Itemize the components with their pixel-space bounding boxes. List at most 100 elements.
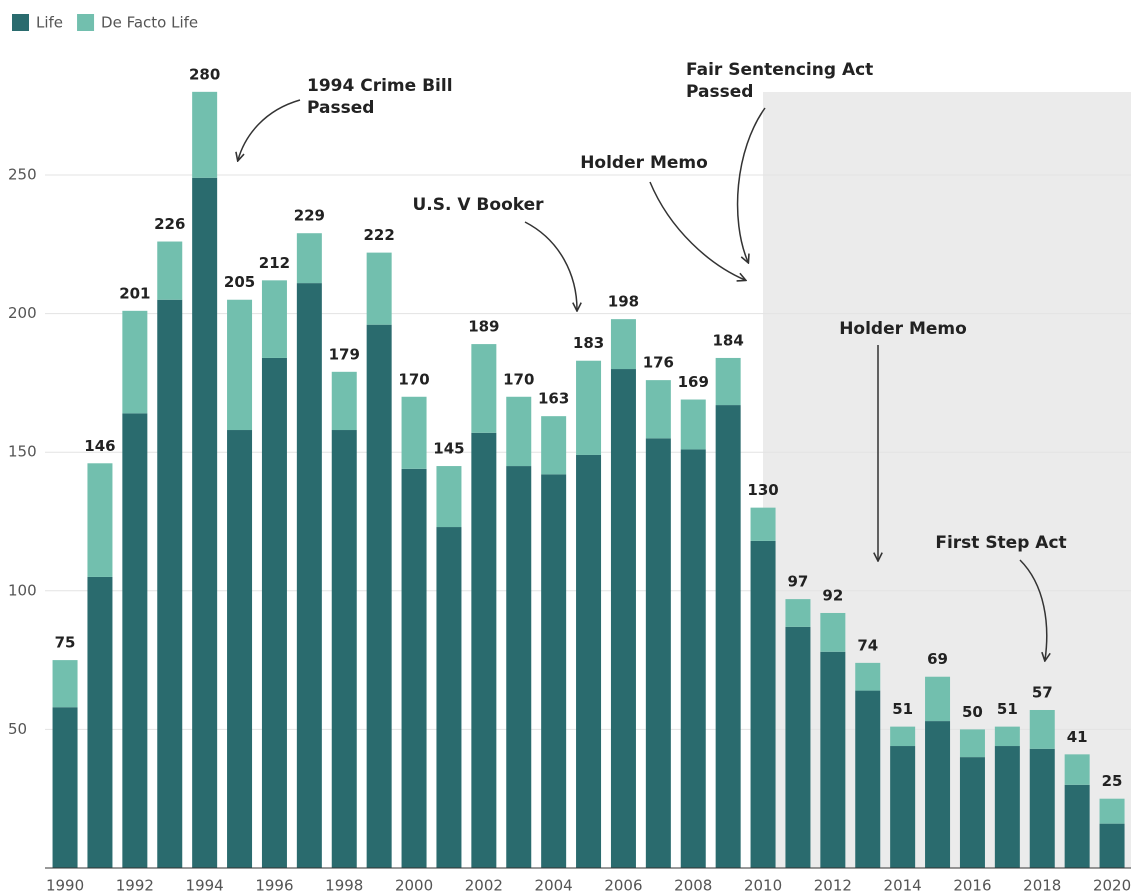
bar-segment — [1064, 754, 1090, 785]
bar-segment — [1029, 748, 1055, 868]
bar-segment — [541, 416, 567, 475]
data-label: 163 — [538, 390, 569, 408]
bar-segment — [750, 507, 776, 541]
y-tick-label: 100 — [8, 581, 37, 599]
bar-segment — [366, 252, 392, 325]
bar-segment — [1099, 823, 1125, 868]
data-label: 74 — [857, 636, 878, 654]
data-label: 222 — [363, 226, 394, 244]
x-tick-label: 2006 — [604, 877, 642, 894]
annotation: First Step Act — [935, 533, 1066, 553]
bar-segment — [576, 454, 602, 868]
bar-segment — [959, 757, 985, 868]
data-label: 179 — [329, 345, 360, 363]
bar-segment — [785, 599, 811, 627]
data-label: 170 — [503, 370, 534, 388]
bar-segment — [471, 344, 497, 433]
data-label: 226 — [154, 215, 185, 233]
data-label: 183 — [573, 334, 604, 352]
x-tick-label: 1996 — [255, 877, 293, 894]
y-tick-label: 50 — [8, 720, 27, 738]
bar-segment — [52, 707, 78, 868]
data-label: 69 — [927, 650, 948, 668]
bar-segment — [157, 299, 183, 868]
bar-segment — [331, 430, 357, 868]
bar-segment — [680, 449, 706, 868]
bar-segment — [401, 396, 427, 469]
x-tick-label: 2020 — [1093, 877, 1131, 894]
bar-segment — [1029, 709, 1055, 749]
x-tick-label: 1990 — [46, 877, 84, 894]
annotation: Holder Memo — [839, 319, 967, 339]
y-tick-label: 150 — [8, 443, 37, 461]
data-label: 212 — [259, 254, 290, 272]
x-tick-label: 2000 — [395, 877, 433, 894]
annotation-arrow — [736, 107, 766, 262]
data-label: 184 — [712, 331, 743, 349]
data-label: 280 — [189, 65, 220, 83]
x-tick-label: 2004 — [535, 877, 573, 894]
bar-segment — [645, 380, 671, 439]
bar-segment — [890, 726, 916, 747]
x-tick-label: 1998 — [325, 877, 363, 894]
bar-segment — [715, 405, 741, 868]
x-tick-label: 2012 — [814, 877, 852, 894]
x-tick-label: 1992 — [116, 877, 154, 894]
bar-segment — [994, 746, 1020, 868]
bar-segment — [87, 576, 113, 868]
data-label: 41 — [1067, 728, 1088, 746]
y-tick-label: 200 — [8, 304, 37, 322]
bar-segment — [994, 726, 1020, 747]
data-label: 51 — [997, 700, 1018, 718]
bar-segment — [645, 438, 671, 868]
data-label: 201 — [119, 284, 150, 302]
data-label: 229 — [294, 207, 325, 225]
data-label: 189 — [468, 318, 499, 336]
bar-segment — [855, 690, 881, 868]
x-tick-label: 2014 — [884, 877, 922, 894]
annotation: Fair Sentencing Act — [686, 60, 873, 80]
bar-segment — [1064, 784, 1090, 868]
bar-segment — [52, 660, 78, 708]
bar-segment — [890, 746, 916, 868]
annotation: 1994 Crime Bill — [307, 76, 453, 96]
bar-segment — [436, 527, 462, 868]
bar-segment — [576, 360, 602, 455]
bar-segment — [157, 241, 183, 300]
bar-segment — [296, 233, 322, 284]
annotation: Holder Memo — [580, 153, 708, 173]
data-label: 176 — [643, 354, 674, 372]
bar-segment — [680, 399, 706, 450]
bar-segment — [610, 319, 636, 370]
bar-segment — [855, 662, 881, 691]
legend-label: Life — [36, 14, 63, 32]
bar-segment — [541, 474, 567, 868]
bar-segment — [401, 468, 427, 868]
legend-swatch — [77, 14, 95, 31]
y-tick-label: 250 — [8, 166, 37, 184]
x-tick-label: 1994 — [186, 877, 224, 894]
annotation: Passed — [686, 82, 753, 102]
annotation-arrow — [238, 99, 301, 160]
bar-segment — [261, 357, 287, 868]
bar-segment — [610, 369, 636, 868]
data-label: 25 — [1102, 772, 1123, 790]
legend-label: De Facto Life — [101, 14, 198, 32]
bar-segment — [471, 432, 497, 868]
bar-segment — [715, 357, 741, 406]
bar-segment — [820, 651, 846, 868]
legend-swatch — [12, 14, 29, 31]
bar-segment — [506, 466, 532, 868]
data-label: 170 — [398, 370, 429, 388]
data-label: 205 — [224, 273, 255, 291]
x-tick-label: 2002 — [465, 877, 503, 894]
annotation: U.S. V Booker — [412, 195, 544, 215]
x-tick-label: 2008 — [674, 877, 712, 894]
bar-segment — [366, 324, 392, 868]
bar-segment — [261, 280, 287, 358]
bar-segment — [785, 626, 811, 868]
bar-segment — [506, 396, 532, 467]
data-label: 75 — [55, 634, 76, 652]
bar-segment — [122, 310, 148, 414]
